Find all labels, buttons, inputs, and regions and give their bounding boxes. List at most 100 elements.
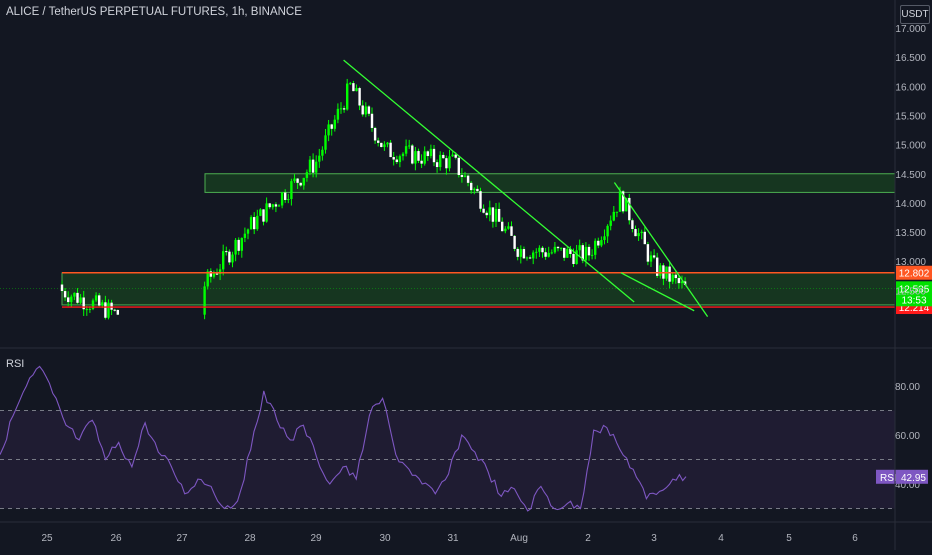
candle-body (262, 209, 265, 222)
candle-body (79, 297, 82, 303)
rsi-tick-label: 80.00 (895, 382, 920, 393)
rsi-badge-value: 42.95 (901, 473, 926, 484)
candle-body (367, 106, 371, 114)
candle-body (60, 284, 64, 292)
candle-body (501, 221, 504, 232)
time-tick-label: 5 (786, 533, 792, 544)
rsi-title: RSI (6, 358, 25, 370)
time-tick-label: 2 (585, 533, 591, 544)
candle-body (525, 257, 529, 259)
price-tick-label: 13.500 (895, 228, 926, 239)
candle-body (336, 108, 340, 120)
price-tick-label: 17.000 (895, 24, 926, 35)
candle-body (466, 175, 470, 183)
candle-body (231, 254, 234, 263)
candle-body (383, 144, 386, 148)
candle-body (482, 208, 485, 213)
candle-body (380, 142, 383, 148)
candle-body (597, 240, 600, 246)
candle-body (541, 247, 544, 253)
candle-body (299, 182, 302, 186)
candle-body (271, 204, 274, 208)
candle-body (544, 252, 547, 257)
candle-body (634, 229, 637, 237)
candle-body (643, 231, 646, 245)
candle-body (324, 135, 327, 150)
candle-body (116, 310, 119, 315)
candle-body (451, 154, 454, 157)
time-tick-label: 30 (379, 533, 391, 544)
candle-body (315, 161, 318, 173)
rsi-value-badge (876, 469, 928, 484)
candle-body (408, 145, 411, 147)
price-tick-label: 16.500 (895, 53, 926, 64)
candle-body (237, 239, 240, 251)
candle-body (439, 154, 442, 168)
candle-body (631, 220, 634, 230)
candle-body (662, 265, 665, 279)
candle-body (516, 248, 519, 257)
candle-body (652, 255, 656, 258)
candle-body (349, 83, 352, 85)
candle-body (442, 154, 445, 159)
resistance-zone (204, 173, 896, 193)
trendline (620, 272, 695, 312)
candle-body (435, 162, 439, 168)
candle-body (287, 199, 290, 201)
candle-body (417, 151, 420, 161)
candle-body (240, 237, 243, 251)
candle-body (494, 208, 498, 222)
rsi-tick-label: 40.00 (895, 480, 920, 491)
candle-body (370, 113, 374, 128)
candle-body (91, 300, 95, 309)
candle-body (249, 217, 253, 230)
candle-body (566, 249, 569, 258)
candle-body (212, 273, 216, 277)
candle-body (290, 181, 293, 200)
candle-body (85, 309, 88, 311)
candle-body (358, 88, 361, 106)
candle-body (612, 211, 615, 221)
time-tick-label: 6 (852, 533, 858, 544)
candle-body (671, 274, 674, 282)
candle-body (584, 246, 588, 261)
candle-body (246, 229, 250, 234)
time-tick-label: 27 (176, 533, 188, 544)
candle-body (522, 249, 526, 259)
candle-body (318, 155, 321, 162)
candle-body (488, 207, 491, 216)
candle-body (67, 297, 70, 303)
support-zone (61, 272, 896, 306)
candle-body (532, 252, 535, 259)
candle-body (274, 204, 278, 207)
time-tick-label: 28 (244, 533, 256, 544)
candle-body (463, 175, 467, 178)
candle-body (420, 160, 423, 164)
candle-body (256, 215, 259, 230)
candle-body (70, 296, 73, 303)
candle-body (404, 146, 408, 154)
candle-body (206, 271, 209, 287)
candle-body (104, 302, 107, 318)
candle-body (333, 119, 336, 129)
price-unit-label: USDT (900, 5, 930, 24)
candle-body (203, 286, 206, 315)
candle-body (600, 240, 603, 246)
time-tick-label: 29 (310, 533, 322, 544)
candle-body (615, 211, 619, 213)
candle-body (377, 140, 380, 143)
candle-body (265, 203, 268, 222)
candle-body (277, 205, 281, 207)
candle-body (423, 151, 426, 164)
candle-body (618, 191, 622, 212)
candle-body (395, 159, 398, 163)
time-tick-label: 25 (41, 533, 53, 544)
candle-body (479, 191, 482, 209)
candle-body (284, 192, 287, 200)
candle-body (355, 88, 358, 92)
candle-body (680, 281, 684, 284)
